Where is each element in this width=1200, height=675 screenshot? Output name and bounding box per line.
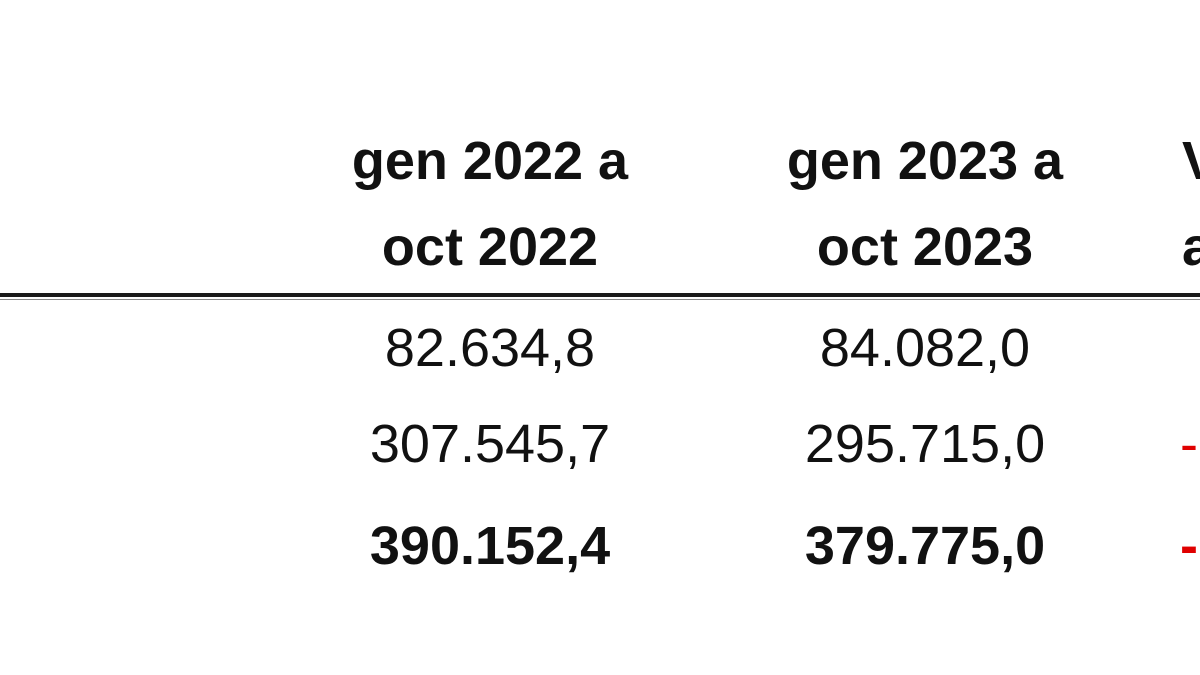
table-cell-variation: -	[1180, 414, 1198, 474]
column-header-line: oct 2023	[816, 217, 1034, 277]
column-header-line: gen 2023 a	[786, 131, 1064, 191]
header-divider	[0, 293, 1200, 297]
column-header-gen-oct-2023: gen 2023 a oct 2023	[720, 118, 1130, 290]
column-header-line: gen 2022 a	[351, 131, 629, 191]
table-cell: 307.545,7	[369, 414, 611, 474]
table-cell-total: 390.152,4	[369, 516, 611, 576]
table-cell-total: 379.775,0	[804, 516, 1046, 576]
table-cell-variation-total: -	[1180, 516, 1198, 576]
column-header-gen-oct-2022: gen 2022 a oct 2022	[290, 118, 690, 290]
column-header-line: V	[1182, 118, 1200, 204]
column-header-line: oct 2022	[381, 217, 599, 277]
table-cell: 82.634,8	[384, 318, 596, 378]
header-divider-shadow	[0, 299, 1200, 300]
column-header-variation: V a	[1182, 118, 1200, 290]
table-cell: 295.715,0	[804, 414, 1046, 474]
column-header-line: a	[1182, 217, 1200, 277]
table-cell: 84.082,0	[819, 318, 1031, 378]
